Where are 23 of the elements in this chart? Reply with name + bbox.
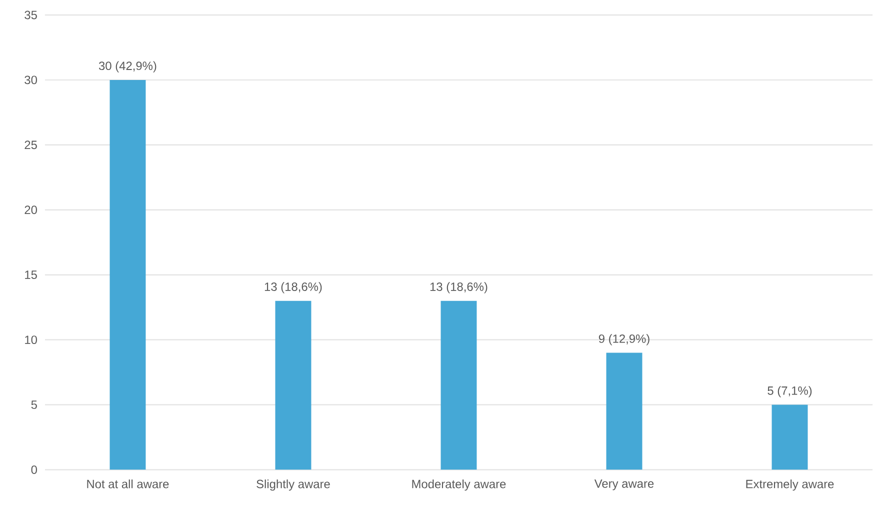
- y-tick-label: 25: [24, 140, 37, 150]
- data-label: 30 (42,9%): [98, 61, 156, 73]
- x-tick-label: Moderately aware: [412, 480, 506, 491]
- bar: [772, 404, 808, 470]
- x-tick-label: Extremely aware: [746, 480, 834, 491]
- y-tick-label: 0: [31, 466, 37, 474]
- y-tick-label: 30: [24, 76, 37, 84]
- data-label: 9 (12,9%): [598, 334, 650, 346]
- y-tick-label: 15: [25, 270, 37, 280]
- x-tick-label: Not at all aware: [87, 480, 169, 488]
- y-tick-label: 20: [24, 206, 37, 214]
- x-tick-label: Very aware: [594, 480, 654, 490]
- data-label: 5 (7,1%): [768, 386, 812, 398]
- y-tick-label: 5: [31, 400, 37, 410]
- y-tick-label: 35: [24, 10, 37, 20]
- bar: [275, 300, 312, 470]
- x-tick-label: Slightly aware: [256, 480, 330, 491]
- data-label: 13 (18,6%): [430, 282, 488, 294]
- bar: [606, 352, 642, 470]
- bar: [440, 300, 477, 470]
- bar: [110, 80, 146, 470]
- data-label: 13 (18,6%): [264, 282, 322, 294]
- y-tick-label: 10: [25, 336, 37, 344]
